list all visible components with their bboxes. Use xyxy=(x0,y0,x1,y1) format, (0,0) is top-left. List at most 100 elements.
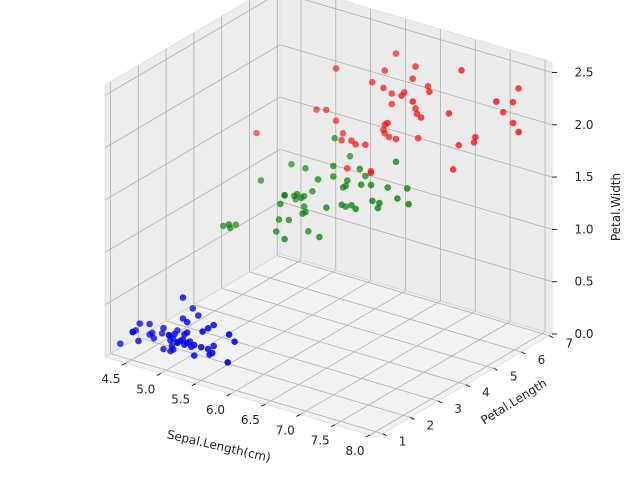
data-point-series-2 xyxy=(515,128,522,136)
axis-lines xyxy=(104,0,553,438)
x-tick-label: 6.5 xyxy=(241,413,260,427)
data-point-series-2 xyxy=(380,126,387,134)
data-point-series-2 xyxy=(445,110,453,117)
data-point-series-0 xyxy=(204,325,212,332)
y-tick-label: 3 xyxy=(454,402,462,416)
x-tick-mark xyxy=(330,424,336,428)
data-point-series-1 xyxy=(338,201,346,209)
y-gridline-floor xyxy=(193,304,467,386)
grid-lines xyxy=(104,0,553,436)
data-point-series-1 xyxy=(369,197,376,205)
data-point-series-2 xyxy=(424,83,432,90)
data-point-series-1 xyxy=(309,188,316,195)
data-point-series-1 xyxy=(305,228,312,235)
z-gridline-left xyxy=(104,44,281,149)
data-point-series-1 xyxy=(232,221,240,228)
x-tick-mark xyxy=(191,383,196,387)
z-gridline-back xyxy=(279,149,553,230)
tick-marks: 4.5 5.0 5.5 6.0 6.5 7.0 7.5 8.0 1 2 3 4 5 6 70.0 0.5 1.0… xyxy=(101,65,593,457)
data-point-series-0 xyxy=(183,329,191,336)
data-point-series-0 xyxy=(197,343,205,351)
y-tick-mark xyxy=(521,351,526,355)
back-wall-pane xyxy=(280,0,552,334)
data-point-series-2 xyxy=(367,167,375,175)
pane-edge xyxy=(104,356,378,438)
y-tick-label: 5 xyxy=(510,369,518,383)
data-point-series-1 xyxy=(288,160,295,168)
data-point-series-2 xyxy=(385,133,393,141)
data-point-series-1 xyxy=(376,199,383,207)
data-point-series-2 xyxy=(388,100,396,108)
x-gridline-floor xyxy=(300,311,476,415)
y-tick-mark xyxy=(410,416,415,420)
data-point-series-1 xyxy=(394,195,401,202)
data-point-series-1 xyxy=(330,173,337,180)
data-point-series-0 xyxy=(168,342,176,350)
data-point-series-2 xyxy=(426,88,433,95)
data-point-series-2 xyxy=(412,63,419,70)
y-gridline-floor xyxy=(249,271,522,353)
z-gridline-back xyxy=(304,0,553,73)
data-point-series-0 xyxy=(171,330,178,338)
data-point-series-2 xyxy=(362,141,369,148)
data-point-series-2 xyxy=(515,85,522,92)
data-point-series-2 xyxy=(348,137,355,144)
z-gridline-back xyxy=(279,44,553,126)
x-gridline-floor xyxy=(125,259,302,364)
x-tick-label: 7.5 xyxy=(311,434,330,448)
data-point-series-0 xyxy=(206,351,213,358)
data-point-series-2 xyxy=(398,92,405,99)
data-point-series-1 xyxy=(403,185,411,192)
y-gridline-floor xyxy=(221,287,494,369)
y-tick-label: 6 xyxy=(538,353,546,367)
data-point-series-2 xyxy=(409,98,417,105)
data-point-series-1 xyxy=(220,222,227,230)
y-tick-mark xyxy=(465,384,471,388)
data-point-series-1 xyxy=(285,216,293,224)
z-gridline-left xyxy=(104,201,281,306)
data-point-series-0 xyxy=(179,315,187,322)
data-point-series-2 xyxy=(384,119,391,127)
data-point-series-1 xyxy=(330,162,337,170)
x-tick-label: 5.5 xyxy=(171,393,190,407)
x-tick-label: 4.5 xyxy=(101,372,120,386)
x-gridline-floor xyxy=(334,321,511,426)
data-point-series-1 xyxy=(281,235,288,243)
x-tick-mark xyxy=(121,362,127,366)
x-gridline-floor xyxy=(265,300,441,405)
y-gridline-floor xyxy=(110,353,383,435)
data-point-series-2 xyxy=(253,129,260,137)
x-tick-label: 5.0 xyxy=(136,382,155,396)
data-point-series-0 xyxy=(117,340,124,348)
data-point-series-2 xyxy=(332,117,340,124)
data-point-series-0 xyxy=(174,339,181,347)
data-point-series-0 xyxy=(225,331,233,338)
z-tick-label: 0.5 xyxy=(574,275,593,289)
y-gridline-floor xyxy=(138,336,411,418)
x-tick-mark xyxy=(296,413,301,417)
data-point-series-2 xyxy=(509,119,517,127)
data-point-series-2 xyxy=(414,134,422,142)
data-point-series-1 xyxy=(281,192,288,199)
data-point-series-1 xyxy=(300,203,308,210)
x-tick-mark xyxy=(261,403,266,407)
data-point-series-0 xyxy=(146,320,153,328)
data-point-series-0 xyxy=(129,328,137,336)
data-point-series-1 xyxy=(374,204,382,212)
data-point-series-0 xyxy=(179,294,187,301)
pane-edge xyxy=(104,0,251,86)
z-gridline-left xyxy=(104,0,268,96)
y-tick-mark xyxy=(493,367,498,371)
data-point-series-2 xyxy=(472,133,479,141)
z-tick-label: 1.5 xyxy=(574,170,593,184)
z-tick-label: 0.0 xyxy=(574,327,593,341)
x-tick-mark xyxy=(226,393,231,397)
data-point-series-2 xyxy=(412,105,419,112)
data-point-series-2 xyxy=(392,135,400,143)
data-point-series-0 xyxy=(210,342,217,350)
y-tick-label: 7 xyxy=(565,337,573,351)
pane-edge xyxy=(279,253,553,335)
data-point-series-2 xyxy=(499,108,507,116)
z-tick-label: 1.0 xyxy=(574,222,593,236)
